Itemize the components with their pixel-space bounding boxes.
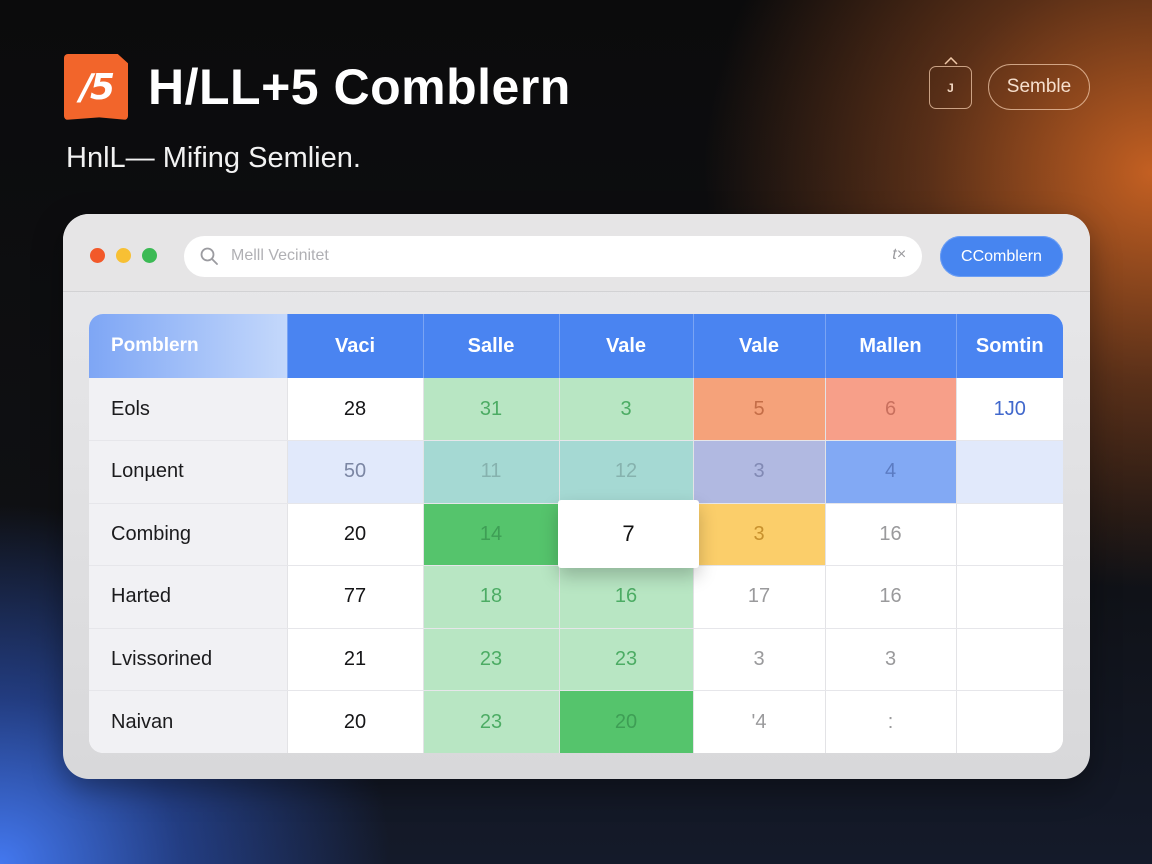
column-header[interactable]: Vale	[693, 314, 826, 378]
table-cell[interactable]: :	[825, 690, 957, 753]
search-placeholder: Melll Vecinitet	[231, 247, 329, 264]
table-cell[interactable]: 3	[693, 440, 826, 504]
combine-button[interactable]: CComblern	[940, 236, 1063, 277]
table-cell[interactable]: '4	[693, 690, 826, 753]
table-cell[interactable]	[956, 690, 1063, 753]
table-row: Combing 20 14 3 16	[89, 503, 1063, 566]
minimize-window-button[interactable]	[116, 248, 131, 263]
column-header[interactable]: Somtin	[956, 314, 1063, 378]
table-cell[interactable]: 16	[559, 565, 694, 629]
table-cell[interactable]: 23	[559, 628, 694, 691]
table-row: Lvissorined 21 23 23 3 3	[89, 628, 1063, 691]
column-header[interactable]: Pomblern	[89, 314, 288, 378]
share-button[interactable]: J	[929, 57, 972, 109]
table-cell[interactable]: 77	[287, 565, 424, 629]
table-cell[interactable]: 1J0	[956, 378, 1063, 441]
table-cell[interactable]: 3	[693, 503, 826, 566]
app-title: H/LL+5 Comblern	[148, 59, 571, 115]
table-cell[interactable]: 18	[423, 565, 560, 629]
page-subtitle: HnlL— Mifing Semlien.	[66, 142, 361, 174]
share-icon: J	[947, 80, 954, 95]
app-window: Melll Vecinitet t× CComblern Pomblern Va…	[63, 214, 1090, 779]
clear-icon[interactable]: t×	[892, 246, 906, 263]
header-row: Pomblern Vaci Salle Vale Vale Mallen Som…	[89, 314, 1063, 378]
column-header[interactable]: Vaci	[287, 314, 424, 378]
table-cell[interactable]	[956, 440, 1063, 504]
table-cell[interactable]: 3	[825, 628, 957, 691]
table-cell[interactable]	[956, 503, 1063, 566]
table-row: Eols 28 31 3 5 6 1J0	[89, 378, 1063, 441]
maximize-window-button[interactable]	[142, 248, 157, 263]
table-cell[interactable]: 50	[287, 440, 424, 504]
selected-cell-editor[interactable]: 7	[558, 500, 699, 568]
table-cell[interactable]: 20	[559, 690, 694, 753]
close-window-button[interactable]	[90, 248, 105, 263]
row-label[interactable]: Combing	[89, 503, 288, 566]
app-logo: /5	[64, 54, 128, 120]
table-cell[interactable]: 14	[423, 503, 560, 566]
table-row: Harted 77 18 16 17 16	[89, 565, 1063, 629]
table-cell[interactable]: 4	[825, 440, 957, 504]
table-cell[interactable]: 20	[287, 503, 424, 566]
row-label[interactable]: Lvissorined	[89, 628, 288, 691]
table-cell[interactable]	[956, 628, 1063, 691]
table-cell[interactable]: 3	[559, 378, 694, 441]
table-cell[interactable]: 6	[825, 378, 957, 441]
row-label[interactable]: Lonµent	[89, 440, 288, 504]
table-row: Lonµent 50 11 12 3 4	[89, 440, 1063, 504]
table-cell[interactable]: 20	[287, 690, 424, 753]
table-cell[interactable]	[956, 565, 1063, 629]
logo-glyph: /5	[79, 66, 115, 108]
table-cell[interactable]: 23	[423, 690, 560, 753]
table-row: Naivan 20 23 20 '4 :	[89, 690, 1063, 753]
table-cell[interactable]: 16	[825, 565, 957, 629]
table-cell[interactable]: 17	[693, 565, 826, 629]
table-cell[interactable]: 21	[287, 628, 424, 691]
table-cell[interactable]: 28	[287, 378, 424, 441]
window-titlebar: Melll Vecinitet t× CComblern	[63, 214, 1090, 292]
semble-button[interactable]: Semble	[988, 64, 1090, 110]
table-cell[interactable]: 12	[559, 440, 694, 504]
search-icon	[200, 247, 218, 265]
table-cell[interactable]: 5	[693, 378, 826, 441]
chevron-up-icon	[944, 57, 958, 65]
column-header[interactable]: Mallen	[825, 314, 957, 378]
table-cell[interactable]: 16	[825, 503, 957, 566]
search-input[interactable]: Melll Vecinitet t×	[184, 236, 922, 277]
column-header[interactable]: Vale	[559, 314, 694, 378]
column-header[interactable]: Salle	[423, 314, 560, 378]
table-cell[interactable]: 23	[423, 628, 560, 691]
row-label[interactable]: Eols	[89, 378, 288, 441]
row-label[interactable]: Harted	[89, 565, 288, 629]
row-label[interactable]: Naivan	[89, 690, 288, 753]
data-grid: Pomblern Vaci Salle Vale Vale Mallen Som…	[89, 314, 1063, 753]
table-cell[interactable]: 31	[423, 378, 560, 441]
table-cell[interactable]: 11	[423, 440, 560, 504]
table-cell[interactable]: 3	[693, 628, 826, 691]
